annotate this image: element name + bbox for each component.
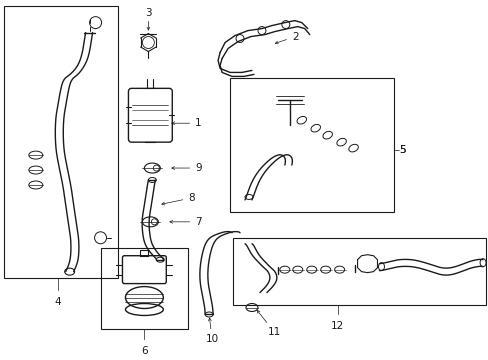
- Text: 8: 8: [162, 193, 194, 205]
- Text: 4: 4: [54, 297, 61, 307]
- Text: 11: 11: [257, 310, 281, 337]
- Text: 7: 7: [169, 217, 202, 227]
- Bar: [4, 6, 118, 278]
- Bar: [229, 78, 394, 212]
- Bar: [233, 238, 485, 305]
- Text: 10: 10: [205, 318, 218, 345]
- Text: 5: 5: [399, 145, 405, 155]
- Text: 9: 9: [171, 163, 202, 173]
- Text: 1: 1: [171, 118, 202, 128]
- Bar: [101, 248, 188, 329]
- Text: 3: 3: [145, 8, 151, 18]
- Text: 5: 5: [399, 145, 405, 155]
- Text: 2: 2: [275, 32, 298, 44]
- Text: 6: 6: [141, 346, 147, 356]
- Text: 12: 12: [330, 321, 344, 332]
